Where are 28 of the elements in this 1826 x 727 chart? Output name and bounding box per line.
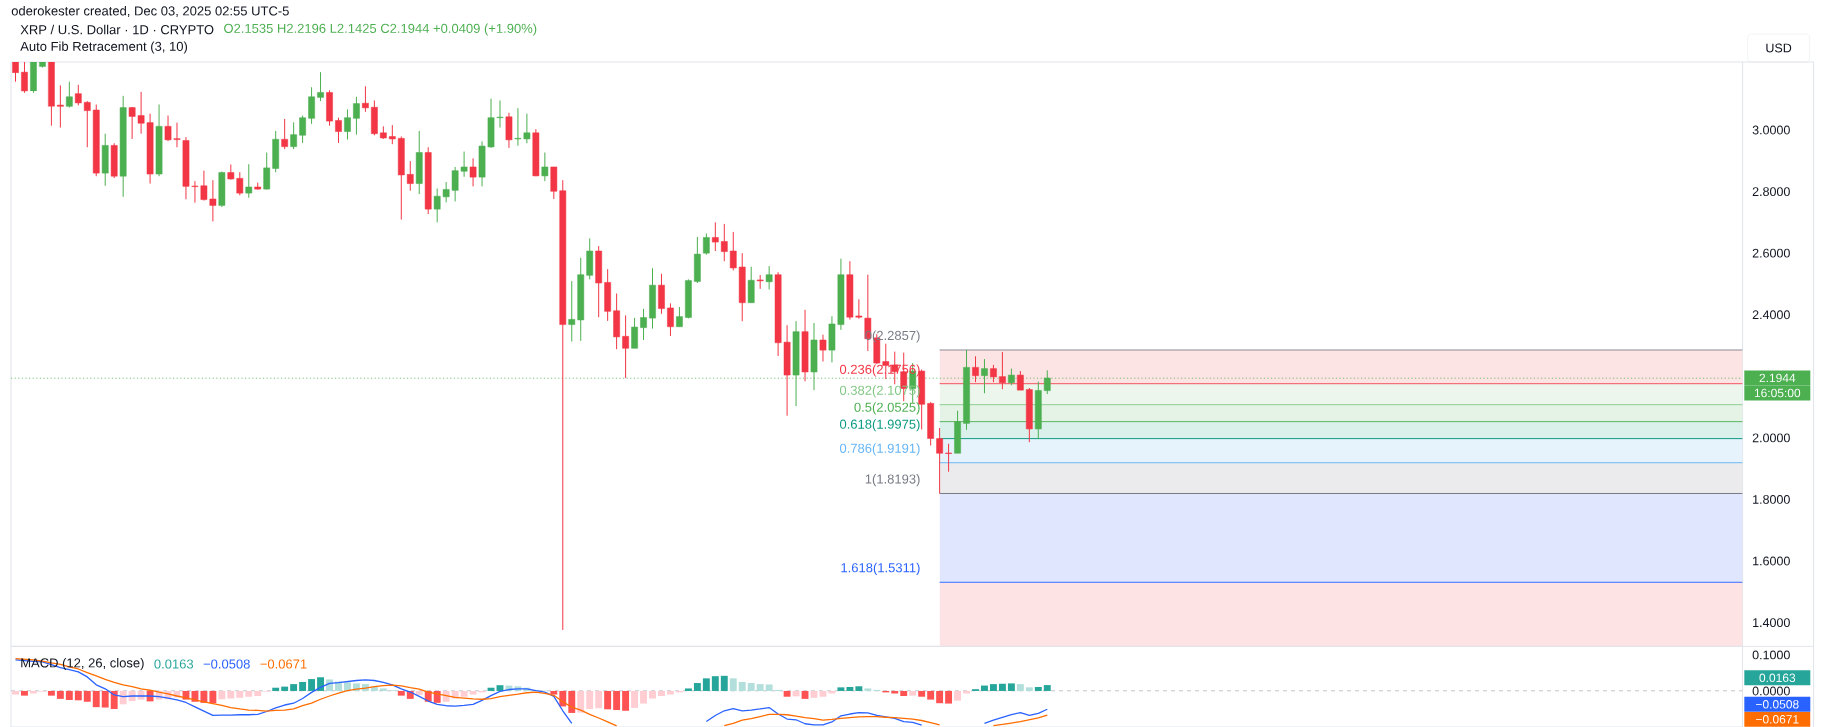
ref-line-label: 0.786(1.9191) bbox=[839, 443, 920, 456]
y-tick-label: 1.8000 bbox=[1753, 495, 1790, 504]
annotation: −0.0671 bbox=[260, 659, 307, 669]
ref-line-label: 1.618(1.5311) bbox=[841, 562, 920, 575]
text: 16:05:00 bbox=[1754, 388, 1801, 398]
annotation: 0.0163 bbox=[154, 659, 194, 669]
text: O2.1535 H2.2196 L2.1425 C2.1944 +0.0409 (+1.90%) bbox=[224, 23, 537, 36]
ref-line-label: 0.5(2.0525) bbox=[854, 402, 920, 415]
text: oderokester created, Dec 03, 2025 02:55 UTC-5 bbox=[11, 5, 289, 18]
y-tick-label: 1.4000 bbox=[1753, 618, 1790, 628]
y-tick-label: 2.4000 bbox=[1752, 310, 1790, 320]
y-tick-label: 2.0000 bbox=[1752, 433, 1790, 443]
ref-line-label: 0.618(1.9975) bbox=[839, 419, 920, 432]
text: −0.0508 bbox=[1756, 700, 1799, 709]
y-tick-label: 2.8000 bbox=[1752, 187, 1790, 197]
text: −0.0671 bbox=[1756, 715, 1799, 724]
y-axis-title: USD bbox=[1766, 43, 1792, 53]
ref-line-label: 2.1944 bbox=[1759, 373, 1796, 383]
chart-title: XRP / U.S. Dollar · 1D · CRYPTO bbox=[20, 24, 214, 35]
y-tick-label: 0.1000 bbox=[1752, 650, 1790, 660]
y-tick-label: 3.0000 bbox=[1752, 125, 1790, 135]
chart-subtitle: Auto Fib Retracement (3, 10) bbox=[20, 41, 188, 54]
text: 0.0163 bbox=[1759, 673, 1796, 683]
y-tick-label: 2.6000 bbox=[1752, 248, 1790, 258]
annotation: −0.0508 bbox=[203, 659, 250, 669]
y-tick-label: 1.6000 bbox=[1753, 556, 1790, 566]
y-tick-label: 0.0000 bbox=[1752, 686, 1790, 696]
ref-line-label: 1(1.8193) bbox=[865, 474, 920, 487]
